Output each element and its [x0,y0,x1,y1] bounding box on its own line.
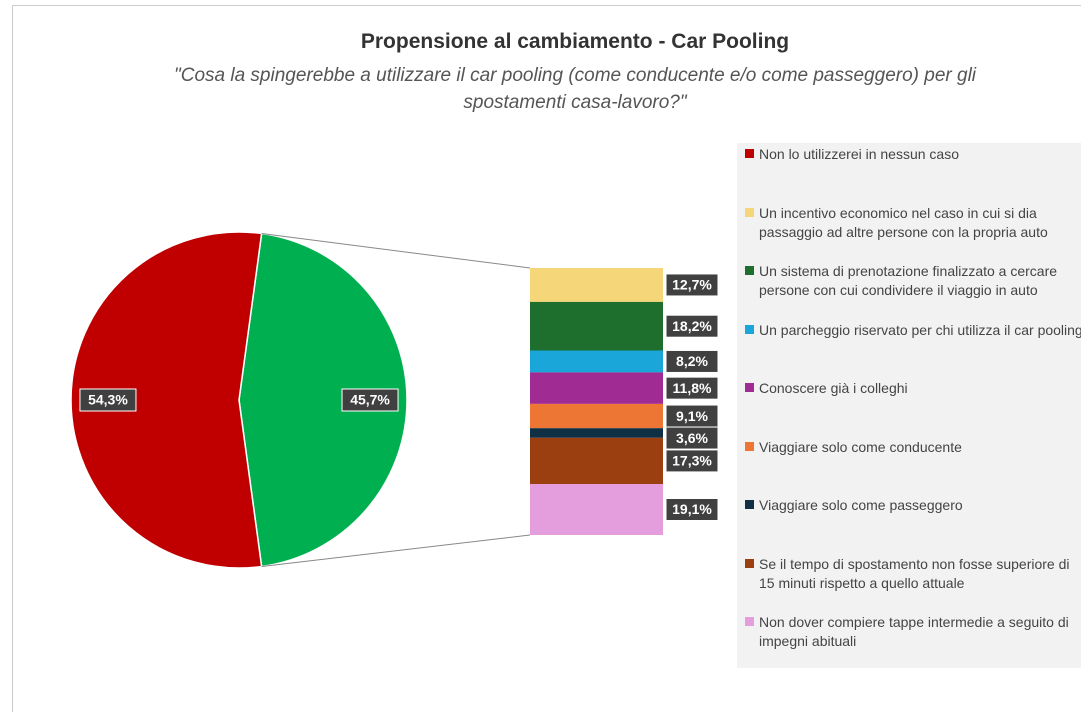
connector [261,534,531,567]
data-label-box [341,388,399,412]
legend-label: Viaggiare solo come conducente [759,438,962,455]
legend-label: Un incentivo economico nel caso in cui s… [759,204,1048,240]
legend-entry: Viaggiare solo come passeggero [745,496,1081,515]
legend-label: Un sistema di prenotazione finalizzato a… [759,263,1058,298]
legend-swatch [745,149,754,158]
chart-subtitle: "Cosa la spingerebbe a utilizzare il car… [173,65,977,113]
legend-entry: Viaggiare solo come conducente [745,438,1081,457]
legend-entry: Un parcheggio riservato per chi utilizza… [745,321,1081,340]
data-label: 12,7% [672,277,712,293]
bar-segment [530,428,663,438]
bar-segment [530,372,663,404]
data-label-box [665,426,719,450]
legend-label: Viaggiare solo come passeggero [759,497,963,513]
legend-entry: Non dover compiere tappe intermedie a se… [745,613,1081,651]
pie-slice [238,232,408,568]
bar-segment [530,437,663,485]
chart-title: Propensione al cambiamento - Car Pooling [360,30,790,53]
legend-entry: Se il tempo di spostamento non fosse sup… [745,555,1081,593]
data-label-box [665,314,719,338]
bar-segment [530,403,663,429]
legend-label: Non lo utilizzerei in nessun caso [759,146,959,162]
legend-entry: Conoscere già i colleghi [745,379,1081,398]
legend: Non lo utilizzerei in nessun caso Un ince… [737,143,1081,668]
data-label-box [79,388,137,412]
legend-swatch [745,383,754,392]
legend-entry: Un sistema di prenotazione finalizzato a… [745,262,1081,300]
legend-label: Se il tempo di spostamento non fosse sup… [759,555,1070,591]
connector [261,233,531,269]
data-label: 18,2% [672,318,712,334]
pie-slice [70,231,263,569]
bar-segment [530,484,663,535]
legend-label: Un parcheggio riservato per chi utilizza… [759,321,1081,338]
data-label-box [665,498,719,522]
legend-label: Non dover compiere tappe intermedie a se… [759,614,1069,649]
data-label: 19,1% [672,501,712,517]
data-label: 54,3% [88,392,128,408]
chart-border [12,5,1081,712]
data-label: 45,7% [350,392,390,408]
bar-segment [530,350,663,373]
legend-label: Conoscere già i colleghi [759,380,908,396]
data-label-box [665,376,719,400]
legend-swatch [745,441,754,451]
data-label: 3,6% [676,430,708,446]
bar-segment [530,301,663,351]
legend-swatch [745,500,754,509]
data-label: 17,3% [672,453,712,469]
data-label: 8,2% [676,353,708,369]
legend-swatch [745,207,754,217]
legend-swatch [745,324,754,334]
bar-segment [530,268,663,302]
legend-swatch [745,266,754,275]
legend-entry: Un incentivo economico nel caso in cui s… [745,204,1081,242]
data-label: 9,1% [676,408,708,424]
data-label-box [665,273,719,297]
legend-swatch [745,558,754,568]
data-label-box [665,349,719,373]
legend-entry: Non lo utilizzerei in nessun caso [745,145,1081,164]
data-label: 11,8% [673,380,712,396]
data-label-box [665,449,719,473]
legend-swatch [745,617,754,626]
